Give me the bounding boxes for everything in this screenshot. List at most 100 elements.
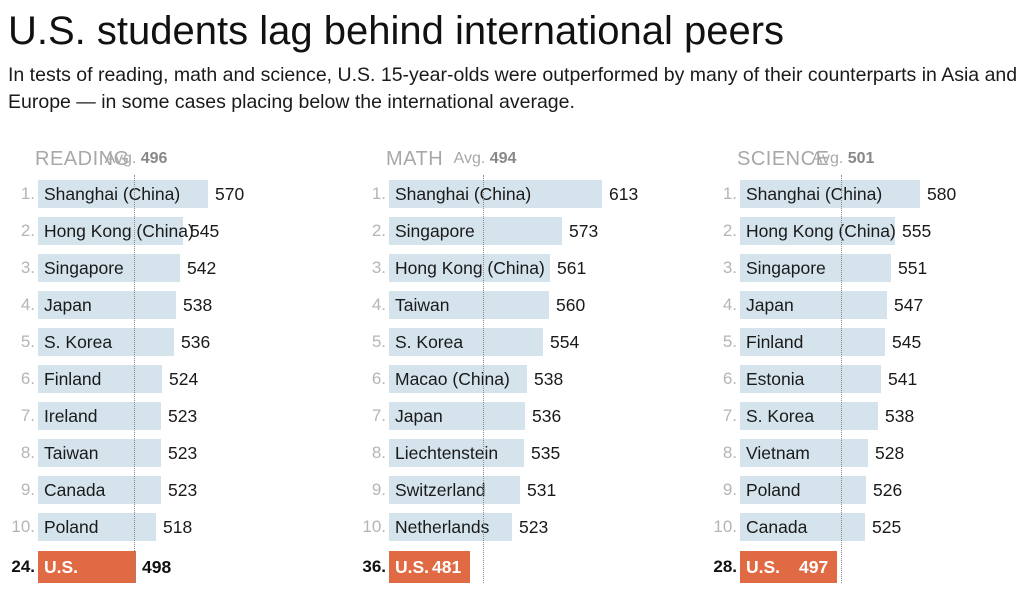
bar <box>38 439 161 467</box>
bar <box>740 513 865 541</box>
bar-row: 4. Japan 547 <box>704 289 1024 321</box>
rank-label: 6. <box>722 369 737 388</box>
rank-label: 8. <box>371 443 386 462</box>
bar-row: 9. Poland 526 <box>704 474 1024 506</box>
score-label: 535 <box>531 443 561 463</box>
bar <box>38 513 156 541</box>
bar <box>740 217 895 245</box>
country-label: Poland <box>44 517 99 537</box>
score-label: 580 <box>927 184 957 204</box>
bar-row: 3. Singapore 542 <box>2 252 342 284</box>
us-row: 36. U.S. 481 <box>353 551 693 583</box>
average-line <box>483 175 484 583</box>
score-label: 613 <box>609 184 639 204</box>
score-label: 538 <box>885 406 915 426</box>
bar <box>389 365 527 393</box>
us-bar <box>740 551 837 583</box>
bar <box>740 476 866 504</box>
rank-label: 7. <box>20 406 35 425</box>
us-label: U.S. <box>395 557 430 577</box>
rank-label: 7. <box>371 406 386 425</box>
bar <box>740 328 885 356</box>
bar-row: 8. Taiwan 523 <box>2 437 342 469</box>
bar-row: 5. S. Korea 536 <box>2 326 342 358</box>
score-label: 573 <box>569 221 599 241</box>
rank-label: 8. <box>722 443 737 462</box>
country-label: Shanghai (China) <box>44 184 181 204</box>
bar-row: 2. Singapore 573 <box>353 215 693 247</box>
us-score-label: 497 <box>799 557 829 577</box>
bar <box>389 328 543 356</box>
country-label: Canada <box>44 480 106 500</box>
country-label: Shanghai (China) <box>746 184 883 204</box>
score-label: 531 <box>527 480 557 500</box>
score-label: 525 <box>872 517 902 537</box>
bar-row: 3. Singapore 551 <box>704 252 1024 284</box>
chart-title: U.S. students lag behind international p… <box>8 9 785 53</box>
score-label: 523 <box>519 517 549 537</box>
rank-label: 1. <box>371 184 386 203</box>
bar <box>38 476 161 504</box>
bar-row: 9. Switzerland 531 <box>353 474 693 506</box>
score-label: 570 <box>215 184 245 204</box>
bar <box>38 402 161 430</box>
average-label: Avg. 494 <box>454 150 517 168</box>
bar <box>389 402 525 430</box>
country-label: Taiwan <box>395 295 450 315</box>
rank-label: 10. <box>713 517 737 536</box>
bar <box>740 291 887 319</box>
bar-row: 1. Shanghai (China) 613 <box>353 178 693 210</box>
score-label: 536 <box>181 332 211 352</box>
score-label: 538 <box>534 369 564 389</box>
bar-row: 6. Macao (China) 538 <box>353 363 693 395</box>
bar-row: 1. Shanghai (China) 570 <box>2 178 342 210</box>
bar-row: 10. Poland 518 <box>2 511 342 543</box>
country-label: Japan <box>44 295 92 315</box>
bar <box>740 439 868 467</box>
us-bar <box>389 551 470 583</box>
bar-row: 7. Ireland 523 <box>2 400 342 432</box>
bar <box>389 291 549 319</box>
average-value: 494 <box>489 150 517 167</box>
country-label: S. Korea <box>746 406 815 426</box>
country-label: Ireland <box>44 406 98 426</box>
score-label: 542 <box>187 258 217 278</box>
score-label: 554 <box>550 332 580 352</box>
average-value: 501 <box>847 150 875 167</box>
panel-math: MATH Avg. 494 1. Shanghai (China) 613 2. Singa… <box>353 145 693 590</box>
bar <box>389 180 602 208</box>
country-label: Macao (China) <box>395 369 510 389</box>
rank-label: 6. <box>20 369 35 388</box>
country-label: Singapore <box>746 258 826 278</box>
bar <box>389 254 550 282</box>
rank-label: 4. <box>371 295 386 314</box>
bar-row: 6. Finland 524 <box>2 363 342 395</box>
rank-label: 7. <box>722 406 737 425</box>
bar-row: 10. Netherlands 523 <box>353 511 693 543</box>
country-label: Netherlands <box>395 517 490 537</box>
bar-row: 5. Finland 545 <box>704 326 1024 358</box>
country-label: Hong Kong (China) <box>395 258 545 278</box>
country-label: Singapore <box>395 221 475 241</box>
score-label: 538 <box>183 295 213 315</box>
country-label: Singapore <box>44 258 124 278</box>
average-line <box>841 175 842 583</box>
us-score-label: 481 <box>432 557 462 577</box>
rank-label: 3. <box>722 258 737 277</box>
panel-title: READING <box>35 148 130 170</box>
rank-label: 5. <box>722 332 737 351</box>
rank-label: 2. <box>371 221 386 240</box>
average-label-text: Avg. <box>811 150 848 167</box>
country-label: Vietnam <box>746 443 810 463</box>
rank-label: 8. <box>20 443 35 462</box>
rank-label: 4. <box>722 295 737 314</box>
bar <box>38 365 162 393</box>
us-score-label: 498 <box>142 557 172 577</box>
country-label: Hong Kong (China) <box>44 221 194 241</box>
average-line <box>134 175 135 583</box>
us-label: U.S. <box>44 557 79 577</box>
country-label: Canada <box>746 517 808 537</box>
score-label: 560 <box>556 295 586 315</box>
average-label: Avg. 496 <box>105 150 168 168</box>
bar-row: 2. Hong Kong (China) 545 <box>2 215 342 247</box>
